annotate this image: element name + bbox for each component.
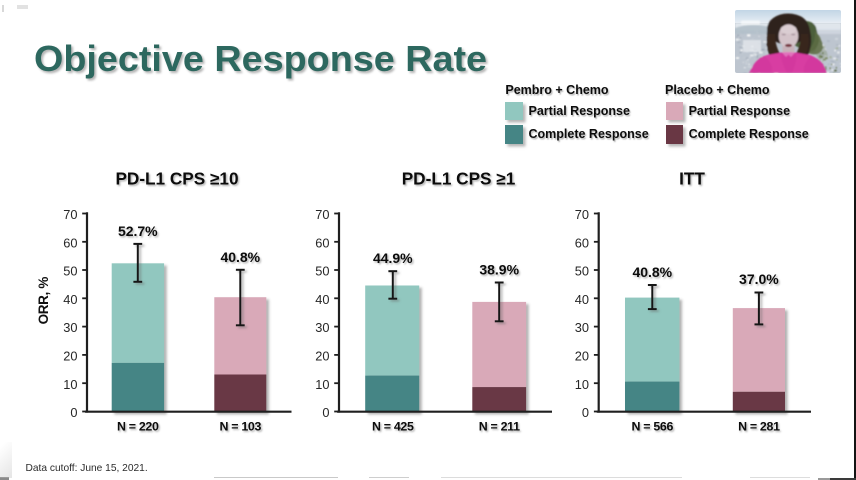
svg-text:40.8%: 40.8%: [632, 264, 672, 280]
svg-text:52.7%: 52.7%: [118, 223, 158, 239]
svg-text:10: 10: [575, 377, 589, 392]
svg-text:50: 50: [63, 264, 77, 279]
svg-text:PD-L1 CPS ≥10: PD-L1 CPS ≥10: [115, 169, 238, 189]
svg-text:ITT: ITT: [679, 169, 705, 189]
svg-text:50: 50: [315, 264, 329, 279]
svg-text:70: 70: [575, 207, 589, 222]
svg-text:60: 60: [315, 235, 329, 250]
svg-text:20: 20: [575, 349, 589, 364]
svg-text:20: 20: [315, 349, 329, 364]
svg-text:N = 211: N = 211: [479, 419, 520, 433]
svg-text:70: 70: [315, 207, 329, 222]
svg-text:10: 10: [315, 377, 329, 392]
svg-text:0: 0: [70, 405, 77, 420]
svg-text:ORR, %: ORR, %: [36, 277, 51, 325]
svg-text:30: 30: [63, 320, 77, 335]
svg-text:0: 0: [322, 405, 329, 420]
svg-text:PD-L1 CPS ≥1: PD-L1 CPS ≥1: [402, 169, 516, 189]
svg-text:37.0%: 37.0%: [739, 271, 779, 287]
svg-text:60: 60: [63, 235, 77, 250]
svg-text:60: 60: [575, 235, 589, 250]
svg-text:40: 40: [63, 292, 77, 307]
svg-text:N = 103: N = 103: [219, 419, 261, 433]
svg-text:N = 220: N = 220: [117, 419, 159, 433]
svg-text:N = 425: N = 425: [372, 419, 414, 433]
svg-text:40.8%: 40.8%: [220, 249, 260, 265]
svg-text:20: 20: [63, 349, 77, 364]
svg-text:40: 40: [575, 292, 589, 307]
svg-text:70: 70: [63, 207, 77, 222]
svg-text:N = 566: N = 566: [631, 419, 673, 433]
svg-text:40: 40: [315, 292, 329, 307]
svg-text:0: 0: [582, 405, 589, 420]
svg-text:N = 281: N = 281: [738, 419, 780, 433]
svg-text:10: 10: [63, 377, 77, 392]
svg-text:30: 30: [575, 320, 589, 335]
svg-text:50: 50: [575, 264, 589, 279]
svg-text:44.9%: 44.9%: [373, 250, 413, 266]
svg-text:38.9%: 38.9%: [479, 262, 519, 278]
svg-text:30: 30: [315, 320, 329, 335]
